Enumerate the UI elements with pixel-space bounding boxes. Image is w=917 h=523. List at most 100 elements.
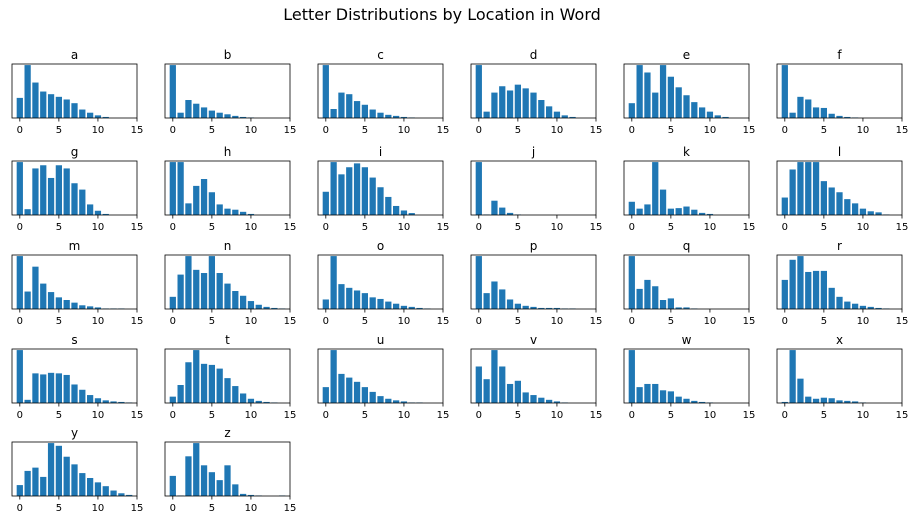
bar-l-4 bbox=[812, 162, 820, 215]
bar-e-1 bbox=[636, 65, 643, 118]
bar-v-2 bbox=[491, 350, 498, 403]
bar-p-8 bbox=[538, 307, 545, 309]
bar-d-1 bbox=[483, 111, 490, 118]
panel-title-m: m bbox=[69, 239, 81, 253]
bar-q-4 bbox=[659, 300, 667, 309]
bar-e-6 bbox=[675, 87, 682, 118]
bar-s-7 bbox=[71, 384, 78, 403]
bar-f-4 bbox=[812, 107, 820, 118]
bar-r-3 bbox=[805, 271, 812, 309]
bar-s-3 bbox=[40, 374, 47, 403]
bar-v-6 bbox=[522, 392, 529, 403]
axes-frame-e bbox=[623, 63, 750, 119]
figure-title: Letter Distributions by Location in Word bbox=[283, 5, 601, 24]
x-tick-label: 5 bbox=[56, 410, 62, 421]
bar-i-11 bbox=[408, 213, 415, 215]
bar-e-0 bbox=[628, 103, 635, 118]
bar-x-1 bbox=[789, 350, 796, 403]
bar-p-3 bbox=[499, 289, 506, 309]
bar-p-0 bbox=[475, 256, 482, 309]
bar-f-7 bbox=[836, 115, 843, 118]
x-tick-label: 5 bbox=[515, 125, 521, 136]
bar-y-1 bbox=[24, 470, 31, 496]
bar-n-4 bbox=[200, 273, 208, 309]
axes-frame-y bbox=[11, 441, 138, 497]
panel-m: m 0 5 10 15 bbox=[11, 239, 143, 327]
bar-u-2 bbox=[338, 373, 345, 403]
bar-f-6 bbox=[828, 113, 835, 118]
bar-h-9 bbox=[240, 211, 247, 215]
x-tick-label: 0 bbox=[629, 222, 635, 233]
bar-z-0 bbox=[169, 475, 176, 496]
x-tick-label: 0 bbox=[476, 125, 482, 136]
bar-z-9 bbox=[240, 493, 247, 496]
axes-frame-l bbox=[776, 160, 903, 216]
bar-j-2 bbox=[491, 200, 498, 215]
bar-d-3 bbox=[499, 86, 506, 118]
bar-q-5 bbox=[667, 298, 674, 309]
bar-e-10 bbox=[706, 111, 714, 118]
bar-t-7 bbox=[224, 378, 231, 403]
bar-o-12 bbox=[416, 307, 423, 309]
bar-e-8 bbox=[691, 102, 698, 118]
x-tick-label: 5 bbox=[821, 410, 827, 421]
bar-o-3 bbox=[346, 287, 353, 309]
bar-k-2 bbox=[644, 204, 651, 215]
panel-title-c: c bbox=[377, 48, 384, 62]
x-tick-label: 0 bbox=[170, 125, 176, 136]
axes-frame-g bbox=[11, 160, 138, 216]
bar-y-4 bbox=[47, 443, 55, 496]
bar-t-4 bbox=[200, 363, 208, 403]
axes-frame-t bbox=[164, 348, 291, 404]
x-tick-label: 15 bbox=[131, 410, 144, 421]
bar-p-6 bbox=[522, 305, 529, 309]
panel-t: t 0 5 10 15 bbox=[164, 333, 297, 421]
bar-l-8 bbox=[844, 199, 851, 215]
x-tick-label: 5 bbox=[821, 316, 827, 327]
bar-a-9 bbox=[87, 112, 94, 118]
bar-b-7 bbox=[224, 114, 231, 118]
panel-title-x: x bbox=[836, 333, 843, 347]
bar-n-3 bbox=[193, 269, 200, 309]
bar-k-0 bbox=[628, 201, 635, 215]
x-tick-label: 15 bbox=[284, 410, 297, 421]
axes-frame-b bbox=[164, 63, 291, 119]
bar-o-6 bbox=[369, 297, 376, 309]
panel-title-p: p bbox=[530, 239, 538, 253]
bar-h-3 bbox=[193, 185, 200, 215]
x-tick-label: 5 bbox=[515, 410, 521, 421]
bar-m-7 bbox=[71, 302, 78, 309]
bar-s-12 bbox=[110, 401, 117, 403]
bar-h-0 bbox=[169, 162, 176, 215]
axes-frame-q bbox=[623, 254, 750, 310]
bar-t-2 bbox=[185, 362, 192, 403]
bar-c-9 bbox=[393, 115, 400, 118]
bar-b-3 bbox=[193, 103, 200, 118]
x-tick-label: 10 bbox=[551, 222, 564, 233]
x-tick-label: 10 bbox=[398, 222, 411, 233]
x-tick-label: 10 bbox=[704, 125, 717, 136]
panel-title-f: f bbox=[837, 48, 842, 62]
x-tick-label: 10 bbox=[551, 410, 564, 421]
bar-r-1 bbox=[789, 259, 796, 309]
bar-t-8 bbox=[232, 386, 239, 403]
bar-u-10 bbox=[400, 401, 408, 403]
panel-v: v 0 5 10 15 bbox=[470, 333, 602, 421]
bar-b-2 bbox=[185, 100, 192, 118]
x-tick-label: 0 bbox=[17, 503, 23, 514]
bar-l-11 bbox=[867, 211, 874, 215]
bar-m-5 bbox=[55, 297, 62, 309]
panel-x: x 0 5 10 15 bbox=[776, 333, 908, 421]
bar-z-5 bbox=[208, 472, 215, 496]
bar-u-4 bbox=[353, 381, 361, 403]
axes-frame-w bbox=[623, 348, 750, 404]
bar-k-8 bbox=[691, 209, 698, 215]
bar-d-6 bbox=[522, 88, 529, 118]
panel-j: j 0 5 10 15 bbox=[470, 145, 602, 233]
bar-n-2 bbox=[185, 256, 192, 309]
bar-p-5 bbox=[514, 303, 521, 309]
axes-frame-z bbox=[164, 441, 291, 497]
panel-title-e: e bbox=[683, 48, 690, 62]
axes-frame-p bbox=[470, 254, 597, 310]
bar-o-4 bbox=[353, 290, 361, 309]
